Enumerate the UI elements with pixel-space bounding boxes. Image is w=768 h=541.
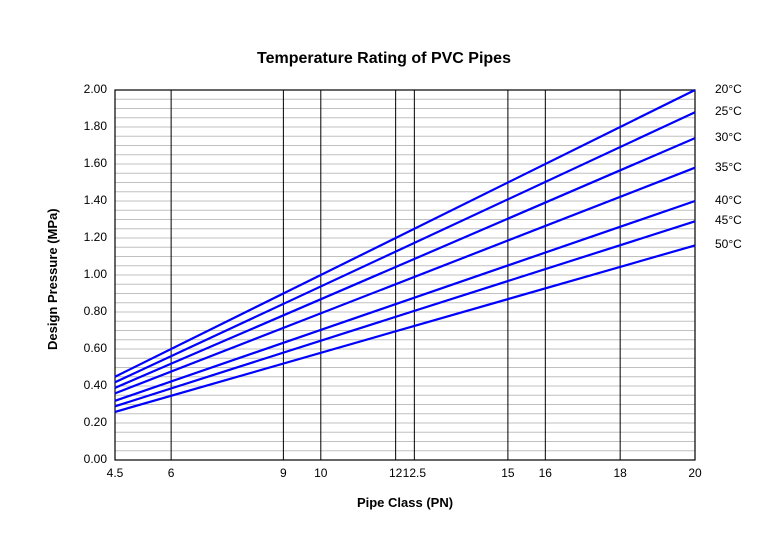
chart-plot xyxy=(0,0,768,541)
series-label: 25°C xyxy=(715,104,742,118)
y-tick-label: 2.00 xyxy=(65,82,107,96)
x-tick-label: 10 xyxy=(301,466,341,480)
x-tick-label: 18 xyxy=(600,466,640,480)
series-label: 20°C xyxy=(715,82,742,96)
y-tick-label: 0.80 xyxy=(65,304,107,318)
series-label: 45°C xyxy=(715,213,742,227)
x-tick-label: 16 xyxy=(525,466,565,480)
x-tick-label: 12.5 xyxy=(394,466,434,480)
y-tick-label: 1.20 xyxy=(65,230,107,244)
series-label: 50°C xyxy=(715,237,742,251)
y-tick-label: 0.60 xyxy=(65,341,107,355)
y-tick-label: 1.60 xyxy=(65,156,107,170)
chart-root: Temperature Rating of PVC Pipes Design P… xyxy=(0,0,768,541)
y-tick-label: 0.20 xyxy=(65,415,107,429)
x-tick-label: 4.5 xyxy=(95,466,135,480)
x-tick-label: 9 xyxy=(263,466,303,480)
y-tick-label: 0.40 xyxy=(65,378,107,392)
y-tick-label: 1.80 xyxy=(65,119,107,133)
y-tick-label: 0.00 xyxy=(65,452,107,466)
series-label: 35°C xyxy=(715,160,742,174)
x-tick-label: 6 xyxy=(151,466,191,480)
x-tick-label: 15 xyxy=(488,466,528,480)
y-tick-label: 1.00 xyxy=(65,267,107,281)
y-tick-label: 1.40 xyxy=(65,193,107,207)
series-label: 40°C xyxy=(715,193,742,207)
x-tick-label: 20 xyxy=(675,466,715,480)
series-label: 30°C xyxy=(715,130,742,144)
